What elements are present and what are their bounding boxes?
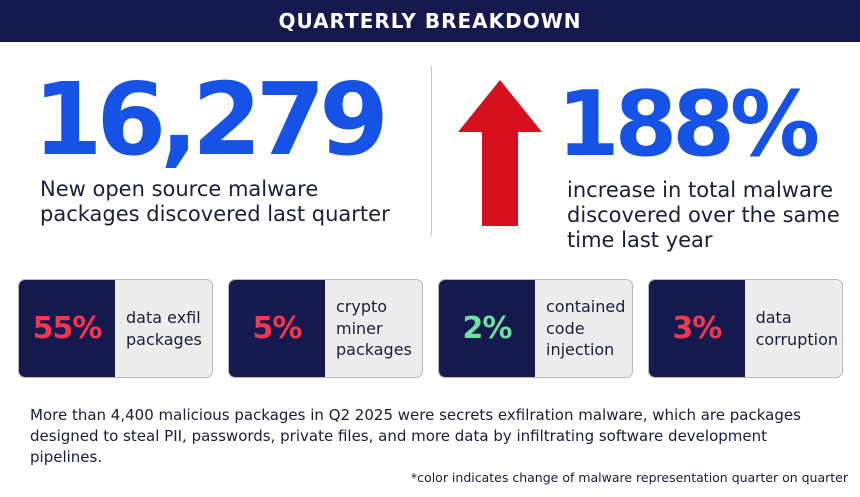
stat-card-label: contained code injection	[546, 297, 626, 360]
stat-card-percent: 2%	[462, 311, 513, 346]
stat-card-percent: 55%	[32, 311, 103, 346]
stat-card-code-injection: 2% contained code injection	[438, 279, 633, 378]
stat-card-data-exfil: 55% data exfil packages	[18, 279, 213, 378]
footnote: *color indicates change of malware repre…	[410, 470, 848, 485]
stat-card-percent: 3%	[672, 311, 722, 346]
up-arrow-icon	[458, 80, 542, 226]
header-banner: QUARTERLY BREAKDOWN	[0, 0, 860, 42]
stat-card-percent-panel: 55%	[19, 280, 115, 377]
header-title: QUARTERLY BREAKDOWN	[278, 9, 582, 33]
stat-card-percent-panel: 3%	[649, 280, 745, 377]
stat-card-label: crypto miner packages	[336, 297, 412, 360]
malware-count-value: 16,279	[33, 61, 389, 178]
stat-card-percent: 5%	[252, 311, 303, 346]
increase-percent-description: increase in total malware discovered ove…	[567, 178, 840, 253]
stat-card-percent-panel: 5%	[229, 280, 325, 377]
vertical-divider	[431, 66, 432, 236]
increase-percent-value: 188%	[557, 72, 820, 177]
stat-card-label: data exfil packages	[126, 307, 202, 349]
stat-card-label: data corruption	[755, 307, 838, 349]
summary-text: More than 4,400 malicious packages in Q2…	[30, 406, 801, 466]
stat-card-data-corruption: 3% data corruption	[648, 279, 843, 378]
stat-card-crypto-miner: 5% crypto miner packages	[228, 279, 423, 378]
stat-card-percent-panel: 2%	[439, 280, 535, 377]
malware-count-description: New open source malware packages discove…	[40, 177, 390, 227]
